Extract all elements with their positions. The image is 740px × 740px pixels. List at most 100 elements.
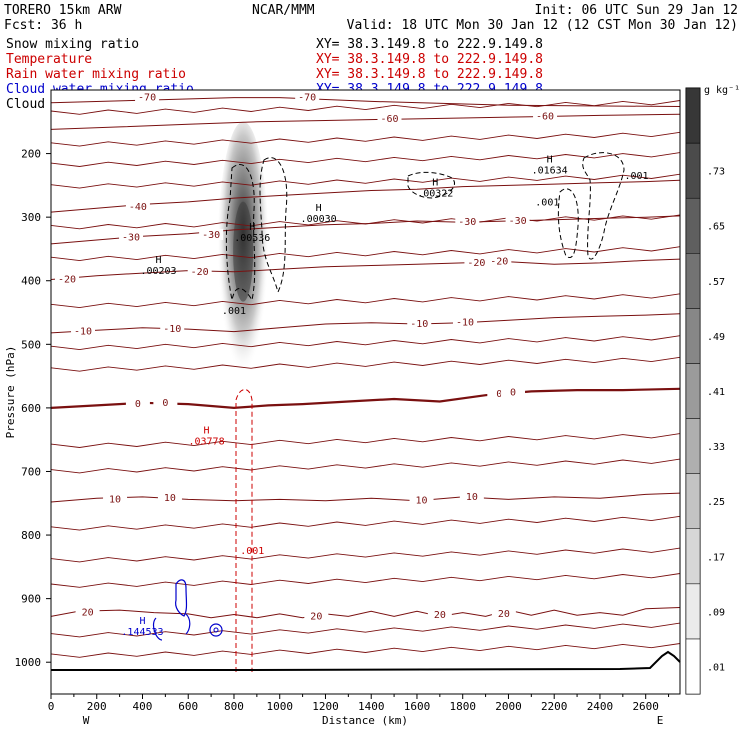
isotherm-extra-8 [51,173,680,189]
isotherm-extra-11 [51,515,680,531]
snow-shading [217,121,270,402]
isotherm-label-21: 10 [109,494,121,505]
extremum-label-4: H .01634 [532,154,568,176]
field-name-2: Rain water mixing ratio [6,67,186,82]
colorbar-seg-4 [685,418,701,474]
extremum-label-5: .001 [222,306,246,317]
isotherm-extra-3 [51,293,680,309]
isotherm-extra-14 [51,458,680,474]
isotherm-extra-9 [51,131,680,147]
isotherm-20 [51,607,680,619]
y-tick-label-0: 200 [21,148,41,161]
isotherm-label-16: -10 [456,318,474,329]
isotherm-label-3: -60 [536,112,554,123]
isotherm-label-4: -40 [129,202,147,213]
isotherm-label-8: -30 [509,216,527,227]
isotherm-label-15: -10 [410,319,428,330]
x-tick-label-10: 2000 [495,700,522,713]
isotherm-label-bg-21 [103,493,128,505]
colorbar-label-2: .17 [707,552,725,563]
isotherm-label-bg-1 [295,91,320,103]
x-tick-label-5: 1000 [266,700,293,713]
isotherm-label-bg-13 [71,325,96,337]
y-tick-label-1: 300 [21,211,41,224]
isotherm-extra-15 [51,335,680,351]
x-tick-label-1: 200 [87,700,107,713]
isotherm-label-18: 0 [162,398,168,409]
isotherm-10 [51,492,680,503]
isotherm-label-11: -20 [467,258,485,269]
contour-labels: -70 -70 -60 -60 -40 -30 -30 -30 -30 -20 -20 -20 -20 -… [55,91,649,638]
isotherm-extra-5 [51,433,680,448]
isotherm-label-26: 20 [310,611,322,622]
isotherm-label-bg-19 [487,387,512,399]
extremum-label-10: H .144533 [121,616,163,638]
x-tick-label-4: 800 [224,700,244,713]
field-name-0: Snow mixing ratio [6,37,139,52]
colorbar-label-9: .73 [707,167,725,178]
x-tick-label-11: 2200 [541,700,568,713]
isotherm-label-bg-15 [407,317,432,329]
isotherm-label-bg-3 [533,110,558,122]
field-xy-0: XY= 38.3.149.8 to 222.9.149.8 [316,37,543,52]
isotherm-extra-13 [51,622,680,638]
x-tick-label-0: 0 [48,700,55,713]
isotherm-label-bg-16 [452,316,477,328]
axes: 0 200 400 600 800 1000 1200 1400 1600 1800 2000 220… [15,148,670,713]
y-tick-label-8: 1000 [15,656,42,669]
x-tick-label-7: 1400 [358,700,385,713]
y-tick-label-6: 800 [21,529,41,542]
isotherm-label-2: -60 [380,114,398,125]
cloud-water-contour-2 [152,613,191,641]
x-tick-label-12: 2400 [587,700,614,713]
isotherm-label-23: 10 [416,496,428,507]
isotherm-label-9: -20 [58,274,76,285]
isotherm-label-14: -10 [163,324,181,335]
x-tick-label-13: 2600 [632,700,659,713]
colorbar-seg-6 [685,308,701,364]
ice-contour-5 [582,152,625,260]
colorbar-label-8: .65 [707,222,725,233]
extremum-label-6: .001 [535,198,559,209]
y-tick-label-3: 500 [21,338,41,351]
isotherm-label-bg-12 [487,255,512,267]
extremum-label-8: H .03778 [188,425,224,447]
y-tick-label-7: 900 [21,593,41,606]
isotherm-label-bg-24 [459,490,484,502]
y-axis-label: Pressure (hPa) [4,346,17,439]
isotherm-label-24: 10 [466,492,478,503]
isotherm-label-25: 20 [82,608,94,619]
extremum-label-1: H .00536 [234,222,270,244]
colorbar-label-4: .33 [707,442,725,453]
extremum-label-3: H .00322 [417,177,453,199]
y-tick-label-2: 400 [21,275,41,288]
isotherm-extra-0 [51,152,680,167]
x-tick-label-9: 1800 [449,700,476,713]
isotherm-label-bg-11 [464,256,489,268]
colorbar-seg-2 [685,528,701,585]
isotherm-label-10: -20 [191,267,209,278]
init-time: Init: 06 UTC Sun 29 Jan 12 [535,3,739,18]
isotherm-label-bg-20 [501,386,526,398]
isotherm--40 [51,179,680,213]
isotherm-label-bg-28 [491,607,516,619]
extremum-label-2: H .00030 [301,203,337,225]
isotherm--10 [51,313,680,334]
isotherm-label-19: 0 [496,389,502,400]
isotherm-label-bg-0 [135,91,160,103]
temperature-isotherms [51,97,680,658]
colorbar-seg-0 [685,638,701,695]
isotherm-extra-6 [51,547,680,563]
snow-shade-core [233,201,254,302]
colorbar-seg-7 [685,253,701,309]
colorbar-label-0: .01 [707,662,725,673]
isotherm-label-bg-8 [505,214,530,226]
ice-contour-4 [557,188,579,258]
colorbar-label-3: .25 [707,497,725,508]
field-name-1: Temperature [6,52,92,67]
isotherm-label-bg-23 [409,494,434,506]
x-axis-label: Distance (km) [322,714,408,727]
isotherm-label-bg-22 [157,492,182,504]
cloud-water-contour-3 [209,623,223,637]
colorbar-seg-5 [685,363,701,419]
